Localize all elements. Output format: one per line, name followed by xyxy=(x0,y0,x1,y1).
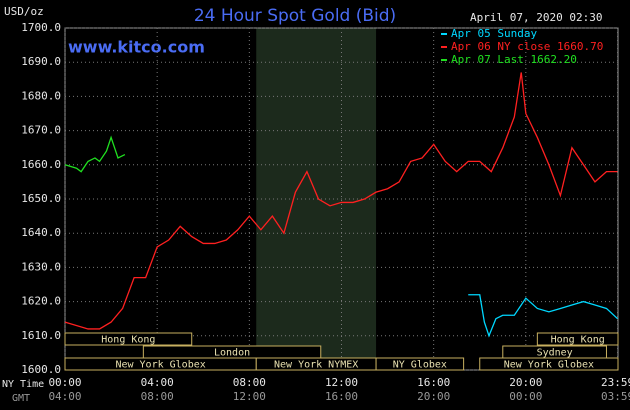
session-label: Hong Kong xyxy=(101,335,155,346)
session-bar xyxy=(375,357,465,371)
session-label: NY Globex xyxy=(393,360,447,371)
x2-tick-label: 03:59 xyxy=(601,390,630,403)
legend-label: Apr 06 NY close 1660.70 xyxy=(451,40,603,53)
x2-tick-label: 04:00 xyxy=(48,390,81,403)
annotation: www.kitco.com xyxy=(68,38,205,57)
y-tick-label: 1630.0 xyxy=(21,260,61,273)
x-tick-label: 12:00 xyxy=(325,376,358,389)
y-axis-label: USD/oz xyxy=(4,5,44,18)
session-label: New York Globex xyxy=(504,360,594,371)
x-tick-label: 20:00 xyxy=(509,376,542,389)
x-tick-label: 16:00 xyxy=(417,376,450,389)
session-label: Hong Kong xyxy=(551,335,605,346)
session-bar xyxy=(536,332,619,346)
y-tick-label: 1650.0 xyxy=(21,192,61,205)
session-label: London xyxy=(214,348,250,359)
x2-tick-label: 12:00 xyxy=(233,390,266,403)
line xyxy=(468,294,618,338)
x-axis-label: NY Time xyxy=(2,379,44,390)
date: April 07, 2020 02:30 xyxy=(470,11,602,24)
y-tick-label: 1640.0 xyxy=(21,226,61,239)
x2-tick-label: 16:00 xyxy=(325,390,358,403)
y-tick-label: 1600.0 xyxy=(21,363,61,376)
legend-label: Apr 07 Last 1662.20 xyxy=(451,53,577,66)
y-tick-label: 1620.0 xyxy=(21,295,61,308)
y-tick-label: 1690.0 xyxy=(21,55,61,68)
x-tick-label: 00:00 xyxy=(48,376,81,389)
session-label: New York Globex xyxy=(115,360,205,371)
x2-tick-label: 00:00 xyxy=(509,390,542,403)
y-tick-label: 1660.0 xyxy=(21,158,61,171)
session-bar xyxy=(64,332,193,346)
y-tick-label: 1670.0 xyxy=(21,124,61,137)
line xyxy=(64,72,618,330)
x2-tick-label: 08:00 xyxy=(141,390,174,403)
session-label: Sydney xyxy=(537,348,573,359)
y-tick-label: 1610.0 xyxy=(21,329,61,342)
session-bar xyxy=(479,357,619,371)
line xyxy=(64,135,126,173)
shade xyxy=(256,28,377,370)
x-tick-label: 08:00 xyxy=(233,376,266,389)
chart-title: 24 Hour Spot Gold (Bid) xyxy=(194,6,396,26)
y-tick-label: 1700.0 xyxy=(21,21,61,34)
x-tick-label: 23:59 xyxy=(601,376,630,389)
session-label: New York NYMEX xyxy=(274,360,358,371)
legend-label: Apr 05 Sunday xyxy=(451,27,537,40)
x2-axis-label: GMT xyxy=(12,393,30,404)
y-tick-label: 1680.0 xyxy=(21,89,61,102)
x2-tick-label: 20:00 xyxy=(417,390,450,403)
x-tick-label: 04:00 xyxy=(141,376,174,389)
